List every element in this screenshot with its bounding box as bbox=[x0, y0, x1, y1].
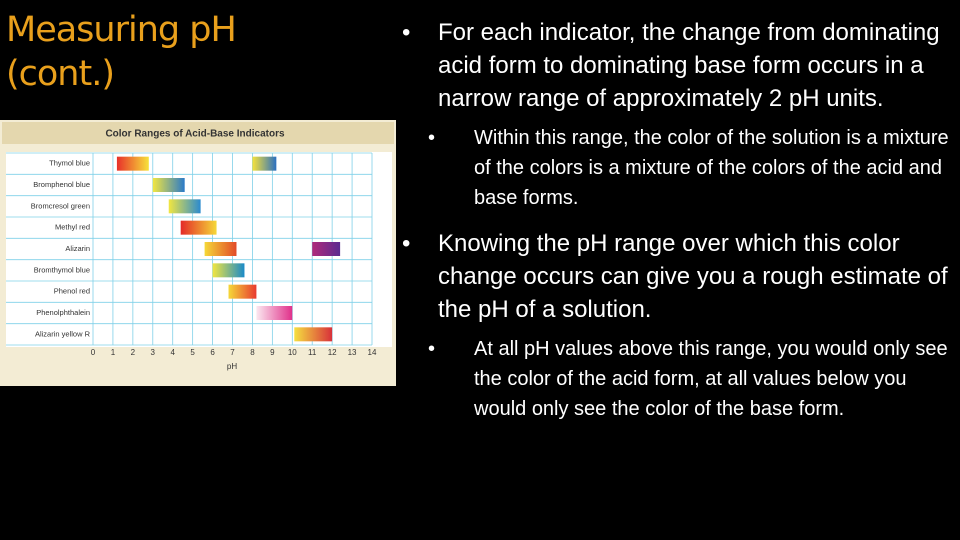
x-tick-label: 2 bbox=[131, 348, 136, 357]
indicator-label: Bromcresol green bbox=[31, 201, 90, 210]
x-tick-label: 8 bbox=[250, 348, 255, 357]
chart-title: Color Ranges of Acid-Base Indicators bbox=[105, 129, 285, 140]
range-bar bbox=[152, 178, 185, 192]
bullet-list: • For each indicator, the change from dom… bbox=[398, 16, 954, 438]
sub-bullet: • Within this range, the color of the sol… bbox=[398, 123, 954, 213]
range-bar bbox=[312, 242, 341, 256]
x-tick-label: 13 bbox=[348, 348, 357, 357]
bullet-dot: • bbox=[402, 19, 411, 46]
x-axis-label: pH bbox=[227, 362, 237, 371]
x-tick-label: 12 bbox=[328, 348, 337, 357]
range-bar bbox=[294, 327, 333, 342]
x-tick-label: 11 bbox=[308, 348, 317, 357]
sub-bullet-text: At all pH values above this range, you w… bbox=[474, 338, 948, 420]
bullet: • For each indicator, the change from dom… bbox=[398, 16, 954, 115]
indicator-label: Alizarin yellow R bbox=[35, 329, 91, 338]
bullet-dot: • bbox=[428, 127, 436, 149]
x-tick-label: 5 bbox=[190, 348, 195, 357]
range-bar bbox=[168, 199, 201, 214]
chart: Color Ranges of Acid-Base Indicators pH … bbox=[0, 120, 396, 386]
range-bar bbox=[180, 220, 217, 235]
range-bar bbox=[256, 306, 293, 320]
indicator-label: Bromphenol blue bbox=[33, 180, 90, 189]
range-bar bbox=[116, 156, 149, 171]
x-tick-label: 0 bbox=[91, 348, 96, 357]
x-tick-label: 7 bbox=[230, 348, 235, 357]
x-tick-label: 6 bbox=[210, 348, 215, 357]
range-bar bbox=[228, 284, 257, 299]
slide-title: Measuring pH (cont.) bbox=[6, 10, 237, 94]
indicator-label: Bromthymol blue bbox=[34, 265, 90, 274]
x-tick-label: 4 bbox=[170, 348, 175, 357]
x-tick-label: 14 bbox=[368, 348, 377, 357]
bullet: • Knowing the pH range over which this co… bbox=[398, 227, 954, 326]
range-bar bbox=[204, 242, 237, 256]
indicator-label: Alizarin bbox=[65, 244, 90, 253]
range-bar bbox=[252, 156, 277, 171]
bullet-dot: • bbox=[402, 230, 411, 257]
bullet-text: For each indicator, the change from domi… bbox=[438, 19, 940, 112]
x-tick-label: 3 bbox=[151, 348, 156, 357]
range-bar bbox=[212, 263, 245, 278]
bullet-dot: • bbox=[428, 338, 436, 360]
x-tick-label: 1 bbox=[111, 348, 116, 357]
sub-bullet-text: Within this range, the color of the solu… bbox=[474, 127, 949, 209]
sub-bullet: • At all pH values above this range, you … bbox=[398, 334, 954, 424]
bullet-text: Knowing the pH range over which this col… bbox=[438, 230, 948, 323]
indicator-label: Methyl red bbox=[55, 223, 90, 232]
x-tick-label: 10 bbox=[288, 348, 297, 357]
indicator-label: Phenol red bbox=[54, 287, 90, 296]
chart-header bbox=[2, 122, 394, 144]
x-tick-label: 9 bbox=[270, 348, 275, 357]
indicator-label: Thymol blue bbox=[49, 159, 90, 168]
indicator-label: Phenolphthalein bbox=[36, 308, 90, 317]
